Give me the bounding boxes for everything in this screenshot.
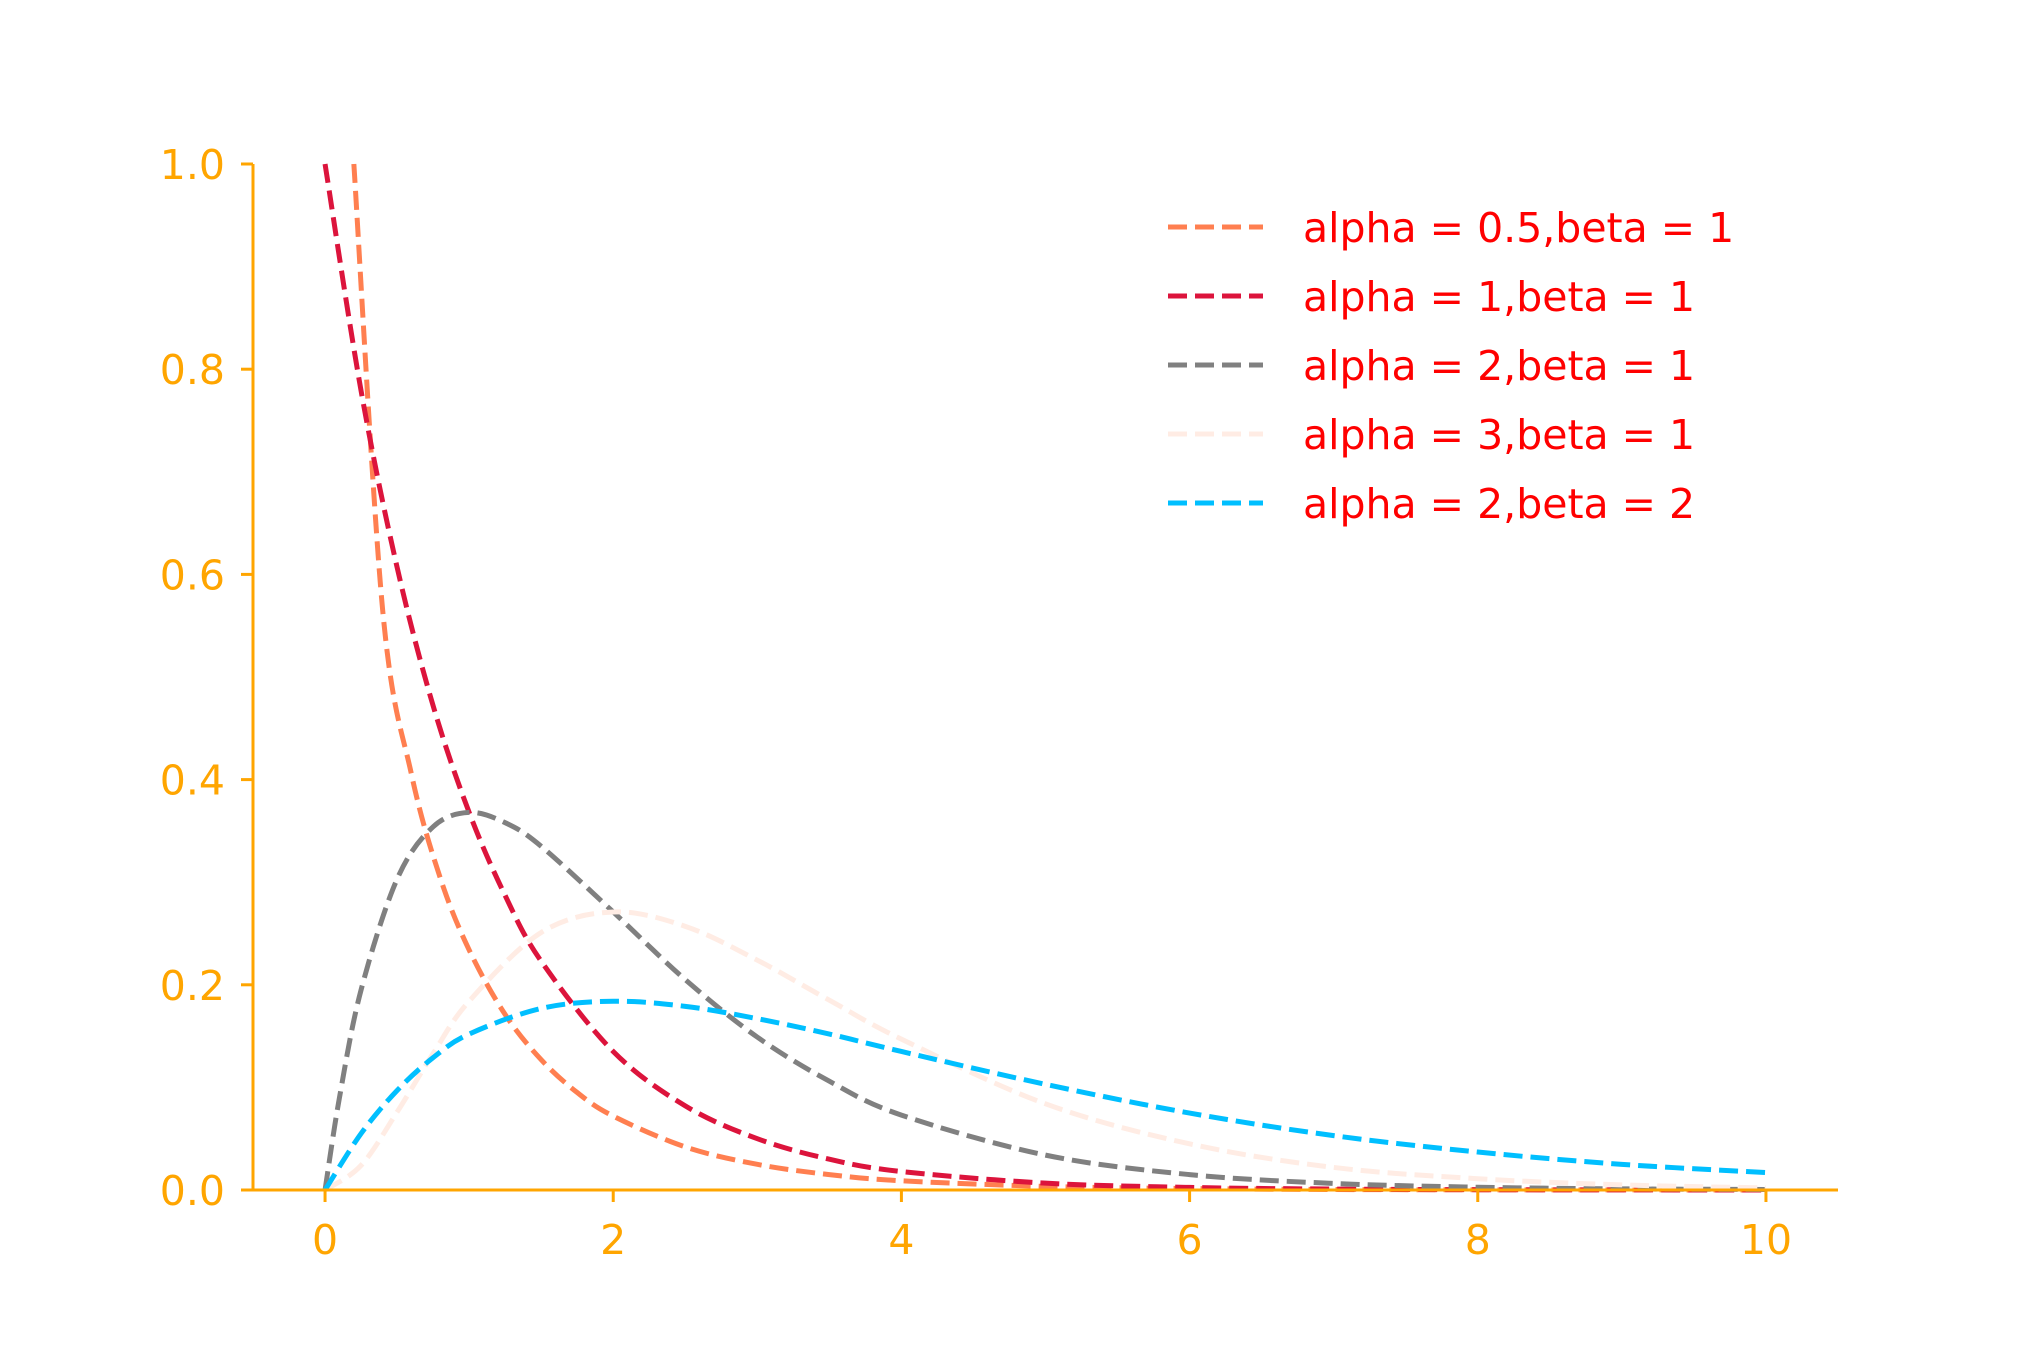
- x-tick-label: 10: [1740, 1216, 1792, 1264]
- y-tick-label: 0.2: [160, 962, 225, 1010]
- axes: [251, 164, 1838, 1192]
- legend-label: alpha = 2,beta = 1: [1303, 342, 1695, 390]
- series-line-alpha-3-beta-1: [323, 909, 1767, 1193]
- y-tick-label: 0.0: [160, 1167, 225, 1215]
- y-tick-label: 0.6: [160, 551, 225, 599]
- x-tick-label: 2: [600, 1216, 626, 1264]
- ticks: 0 2 4 6 8 10 0.0 0.2 0.4 0.6 0.8 1.0: [160, 141, 1792, 1264]
- y-tick-label: 0.4: [160, 757, 225, 805]
- series-line-alpha-2-beta-2: [322, 998, 1767, 1192]
- legend-label: alpha = 3,beta = 1: [1303, 411, 1695, 459]
- series-line-alpha-2-beta-1: [322, 809, 1766, 1192]
- x-tick-label: 8: [1465, 1216, 1491, 1264]
- legend-label: alpha = 1,beta = 1: [1303, 273, 1695, 321]
- x-tick-label: 4: [888, 1216, 914, 1264]
- x-tick-label: 6: [1177, 1216, 1203, 1264]
- x-tick-label: 0: [312, 1216, 338, 1264]
- y-tick-label: 0.8: [160, 346, 225, 394]
- y-tick-label: 1.0: [160, 141, 225, 189]
- legend-label: alpha = 2,beta = 2: [1303, 480, 1695, 528]
- legend: alpha = 0.5,beta = 1 alpha = 1,beta = 1 al…: [1168, 204, 1734, 528]
- legend-label: alpha = 0.5,beta = 1: [1303, 204, 1734, 252]
